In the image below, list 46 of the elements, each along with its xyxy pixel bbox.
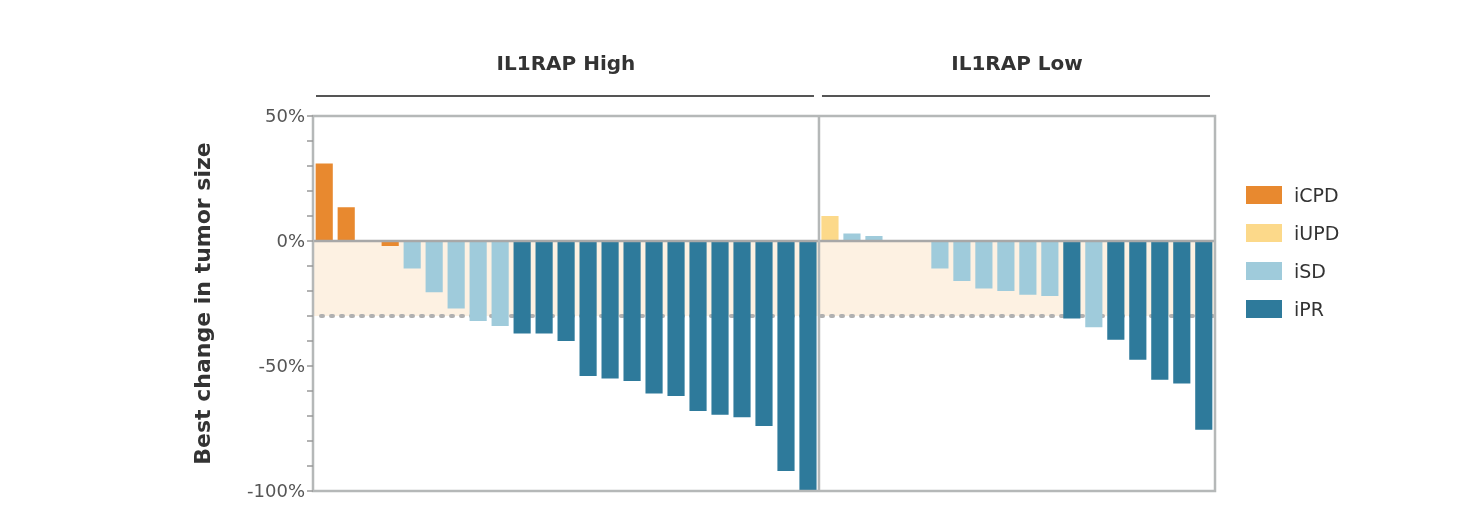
y-tick-label: -100%	[247, 480, 305, 502]
text: IL1RAP Low	[951, 51, 1083, 75]
bar	[645, 241, 663, 394]
bar	[513, 241, 531, 334]
bar	[579, 241, 597, 376]
bar	[931, 241, 949, 269]
bar	[997, 241, 1015, 291]
bar	[821, 216, 839, 241]
bar	[953, 241, 971, 281]
bar	[403, 241, 421, 269]
bar	[469, 241, 487, 321]
bar	[667, 241, 685, 396]
bar	[535, 241, 553, 334]
text: IL1RAP High	[496, 51, 636, 75]
legend-label: iSD	[1294, 259, 1326, 282]
bar	[1041, 241, 1059, 296]
bar	[447, 241, 465, 309]
legend-label: iUPD	[1294, 221, 1340, 244]
bar	[337, 207, 355, 241]
bar	[1129, 241, 1147, 360]
bar	[799, 241, 817, 491]
bar	[623, 241, 641, 381]
bar	[975, 241, 993, 289]
legend-label: iPR	[1294, 297, 1324, 320]
bar	[711, 241, 729, 415]
bar	[689, 241, 707, 411]
bar	[1151, 241, 1169, 380]
y-tick-label: -50%	[258, 355, 305, 377]
bar	[315, 163, 333, 241]
bar	[601, 241, 619, 379]
bar	[557, 241, 575, 341]
y-tick-label: 0%	[276, 230, 305, 252]
bar	[1019, 241, 1037, 295]
bar	[1085, 241, 1103, 328]
y-tick-label: 50%	[264, 105, 305, 127]
bar	[491, 241, 509, 326]
legend-label: iCPD	[1294, 183, 1339, 206]
bar	[1173, 241, 1191, 384]
bar	[755, 241, 773, 426]
y-axis-title: Best change in tumor size	[190, 142, 215, 465]
bar	[733, 241, 751, 418]
bar	[1063, 241, 1081, 319]
bar	[1107, 241, 1125, 340]
bar	[777, 241, 795, 471]
bar	[1195, 241, 1213, 430]
bar	[425, 241, 443, 293]
